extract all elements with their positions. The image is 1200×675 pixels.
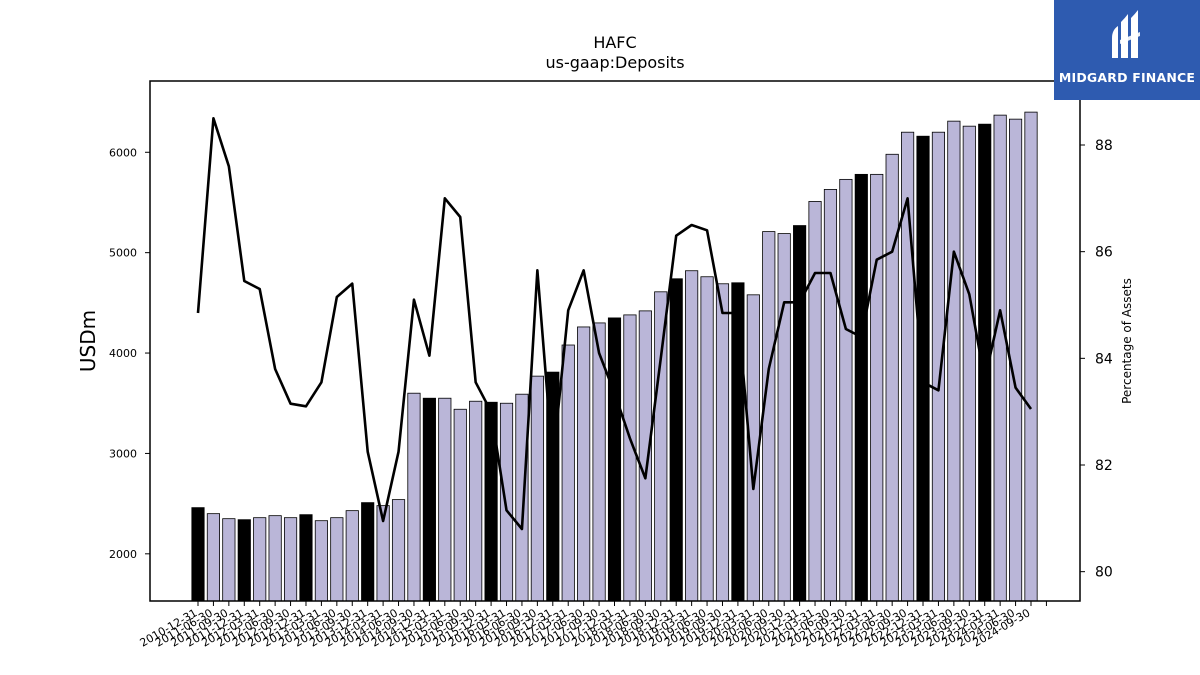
y-tick-label-6000: 6000 [109,146,137,159]
bar-2013-06-30 [345,510,359,602]
bar-2023-06-30 [962,125,976,602]
bar-2014-03-31 [391,499,406,602]
bar-2016-06-30 [530,375,544,602]
bar-2020-06-30 [777,233,791,602]
y2-axis-label: Percentage of Assets [1120,278,1134,404]
bar-2018-03-31 [638,310,652,602]
y2-tick-label-80: 80 [1095,565,1113,581]
chart-title: HAFC [593,33,636,52]
y-axis-label: USDm [76,310,100,372]
y2-tick-label-86: 86 [1095,245,1113,261]
bars-group [191,111,1038,602]
bar-2014-12-31 [438,397,452,602]
bar-2023-12-31 [993,114,1007,602]
bar-2012-12-31 [314,520,328,602]
logo-mark-icon [1112,10,1140,58]
bar-2018-12-31 [685,270,699,602]
bar-2011-03-31 [206,513,220,602]
bar-2010-12-31 [191,507,205,602]
bar-2023-03-31 [947,120,961,602]
chart-subtitle: us-gaap:Deposits [545,53,684,72]
bar-2016-03-31 [515,393,529,602]
y-tick-label-3000: 3000 [109,447,137,460]
y-tick-label-5000: 5000 [109,247,137,260]
bar-2011-09-30 [237,519,251,602]
bar-2024-06-30 [1024,111,1038,602]
bar-2021-03-31 [823,189,838,602]
percentage-line [196,117,1033,531]
left-axis: 2000 3000 4000 5000 6000 [109,146,150,561]
bar-2021-06-30 [839,178,853,602]
midgard-finance-logo: MIDGARD FINANCE [1054,0,1200,100]
y2-tick-label-84: 84 [1095,351,1113,367]
bar-2017-03-31 [577,326,591,602]
right-axis: 80 82 84 86 88 [1080,138,1113,581]
line-group [196,117,1033,531]
bar-2022-12-31 [931,131,946,602]
bar-2020-03-31 [762,231,776,602]
bar-2012-09-30 [299,514,313,602]
bar-2013-03-31 [330,517,344,602]
bar-2016-12-31 [561,344,575,602]
bar-2014-06-30 [407,392,421,602]
bar-2019-06-30 [715,283,730,602]
logo-text: MIDGARD FINANCE [1058,70,1196,85]
bar-2020-12-31 [808,201,822,602]
bar-2021-12-31 [870,173,884,602]
bar-2018-09-30 [669,278,683,602]
bar-2011-12-31 [253,517,267,602]
y2-tick-label-82: 82 [1095,458,1113,474]
y-tick-label-2000: 2000 [109,548,137,561]
bar-2011-06-30 [222,518,236,602]
bar-2012-06-30 [283,517,298,602]
bar-2017-12-31 [623,314,637,602]
bar-2020-09-30 [793,225,807,602]
y2-tick-label-88: 88 [1095,138,1113,154]
bar-2019-09-30 [731,282,745,602]
bar-2013-09-30 [361,502,375,602]
bar-2015-03-31 [453,408,467,602]
bar-2019-03-31 [700,276,714,602]
bar-2018-06-30 [654,291,668,602]
bar-2012-03-31 [268,515,282,602]
x-axis: 2010-12-312011-06-302011-09-302011-12-31… [138,601,1047,650]
bar-2022-03-31 [885,153,899,602]
bar-2017-09-30 [607,317,622,602]
y-tick-label-4000: 4000 [109,347,137,360]
bar-2015-06-30 [469,400,483,602]
bar-2021-09-30 [854,173,868,602]
bar-2014-09-30 [422,397,436,602]
